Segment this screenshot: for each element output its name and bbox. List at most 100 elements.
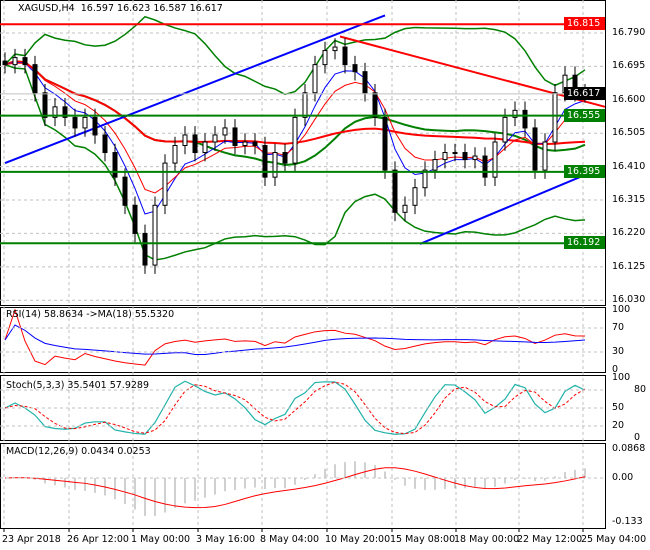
stoch-signal-line: [4, 381, 586, 435]
candle-body: [102, 134, 108, 154]
candle-body: [182, 134, 188, 147]
candle-body: [302, 92, 308, 118]
candle-body: [512, 109, 518, 118]
price-tick-label: 16.125: [612, 260, 646, 272]
candle-body: [222, 127, 228, 136]
candle-body: [502, 116, 508, 143]
candle-body: [352, 64, 358, 73]
rsi-tick-label: 100: [612, 304, 631, 315]
candle-body: [552, 92, 558, 143]
candle-body: [212, 134, 218, 143]
trendline: [4, 14, 386, 165]
chart-header: XAGUSD,H4 16.597 16.623 16.587 16.617: [18, 3, 223, 14]
candle-body: [252, 141, 258, 147]
candle-body: [242, 141, 248, 147]
candle-body: [282, 152, 288, 164]
trendline: [339, 35, 606, 108]
stoch-tick-label: 100: [612, 372, 631, 383]
candle-body: [62, 106, 68, 118]
candle-body: [92, 116, 98, 136]
candle-body: [312, 64, 318, 94]
price-level-tag: 16.555: [564, 108, 605, 122]
trendline: [419, 165, 606, 245]
candle-body: [522, 109, 528, 129]
candle-body: [532, 127, 538, 171]
price-tick-label: 16.505: [612, 127, 646, 139]
price-level-tag: 16.192: [564, 236, 605, 250]
candle-body: [202, 141, 208, 154]
stoch-tick-label: 50: [612, 402, 625, 413]
bollinger-lower: [4, 63, 586, 261]
stoch-tick-label: 20: [612, 420, 625, 431]
candle-body: [262, 145, 268, 178]
price-tick-label: 16.410: [612, 160, 646, 172]
candle-body: [72, 116, 78, 129]
stoch-label: Stoch(5,3,3) 35.5401 57.9289: [6, 380, 150, 391]
rsi-ma-line: [4, 324, 586, 355]
time-label: 22 May 12:00: [517, 534, 583, 545]
price-level-tag: 16.815: [564, 17, 605, 31]
candle-body: [442, 152, 448, 161]
rsi-line: [4, 308, 586, 366]
price-tick-label: 16.030: [612, 294, 646, 306]
rsi-tick-label: 30: [612, 346, 625, 357]
candle-body: [412, 187, 418, 206]
candle-body: [22, 57, 28, 66]
pane-frame: [0, 0, 606, 306]
time-label: 8 May 04:00: [260, 534, 320, 545]
current-price-tag: 16.617: [564, 86, 605, 100]
candle-body: [132, 204, 138, 234]
candle-body: [82, 116, 88, 129]
rsi-tick-label: 0: [612, 364, 619, 375]
pane-frame: [0, 443, 606, 529]
stoch-main-line: [4, 380, 586, 435]
candle-body: [392, 169, 398, 213]
candle-body: [122, 176, 128, 206]
macd-tick-label: -0.133: [612, 515, 643, 527]
candle-body: [142, 232, 148, 266]
candle-body: [422, 169, 428, 189]
candle-body: [272, 152, 278, 178]
candle-body: [382, 116, 388, 171]
candle-body: [112, 152, 118, 178]
price-tick-label: 16.600: [612, 93, 646, 105]
price-tick-label: 16.695: [612, 60, 646, 72]
time-label: 3 May 16:00: [196, 534, 256, 545]
time-label: 23 Apr 2018: [2, 534, 61, 545]
candle-body: [472, 155, 478, 161]
candle-body: [152, 204, 158, 266]
macd-tick-label: 0.00: [612, 472, 634, 483]
candle-body: [292, 116, 298, 164]
price-tick-label: 16.790: [612, 27, 646, 38]
bollinger-upper: [4, 15, 586, 96]
candle-body: [322, 50, 328, 66]
candle-body: [172, 145, 178, 164]
time-label: 15 May 08:00: [390, 534, 456, 545]
time-label: 25 May 04:00: [581, 534, 647, 545]
candle-body: [342, 46, 348, 66]
time-label: 10 May 20:00: [325, 534, 391, 545]
rsi-tick-label: 70: [612, 322, 625, 333]
candle-body: [372, 92, 378, 118]
time-label: 18 May 00:00: [454, 534, 520, 545]
candle-body: [542, 141, 548, 171]
candle-body: [2, 60, 8, 66]
candle-body: [432, 159, 438, 171]
candle-body: [482, 155, 488, 178]
candle-body: [42, 92, 48, 118]
candle-body: [492, 141, 498, 178]
candle-body: [362, 71, 368, 94]
rsi-label: RSI(14) 58.8634 ->MA(18) 55.5320: [6, 309, 175, 320]
candle-body: [332, 46, 338, 52]
stoch-tick-label: 0: [634, 432, 641, 443]
candle-body: [232, 127, 238, 147]
time-label: 1 May 00:00: [131, 534, 191, 545]
price-level-tag: 16.395: [564, 164, 605, 178]
candle-body: [452, 152, 458, 155]
high: 16.623: [117, 3, 151, 14]
symbol: XAGUSD,H4: [18, 3, 75, 14]
price-tick-label: 16.220: [612, 227, 646, 239]
macd-tick-label: 0.0868: [612, 443, 646, 455]
